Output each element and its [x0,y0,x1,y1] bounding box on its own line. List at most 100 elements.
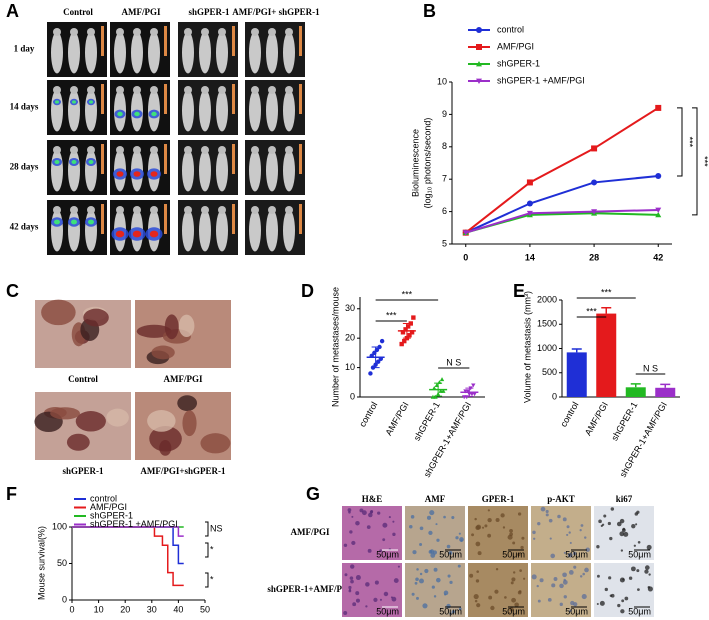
nucleus [487,517,492,523]
mouse-head [285,206,293,214]
nucleus [348,585,352,590]
mouse [266,31,278,74]
nucleus [352,602,357,607]
column-label: shGPER-1 [188,7,230,17]
mouse [216,89,228,132]
y-tick-label: 1000 [537,343,557,353]
nucleus [457,564,461,568]
nucleus [431,585,435,589]
series-line [465,107,659,234]
panel-label: C [6,281,19,301]
marker [472,392,477,397]
nucleus [596,574,600,578]
nucleus [568,570,574,575]
marker [411,315,416,320]
nucleus [520,545,524,550]
legend-label: AMF/PGI [497,41,534,51]
nucleus [429,510,435,516]
sig-bracket [205,521,209,537]
nucleus [511,577,516,582]
mouse [85,149,97,192]
nucleus [519,569,522,572]
x-tick-label: 28 [589,252,599,262]
nucleus [603,514,607,518]
nucleus [566,533,569,537]
marker [402,338,407,344]
mouse [249,209,261,252]
mouse [148,31,160,74]
signal-core [116,171,124,177]
nucleus [449,612,452,615]
sig-bracket [677,107,683,177]
y-tick-label: 9 [442,109,447,119]
mouse-head [70,86,78,94]
nucleus [545,509,549,514]
nucleus [377,511,381,515]
nucleus [596,602,599,606]
x-tick-label: control [558,400,580,428]
nucleus [355,520,360,526]
tissue [75,411,106,432]
color-scale [101,204,104,234]
nucleus [436,538,440,542]
nucleus [476,524,482,530]
tissue [83,308,109,327]
nucleus [579,575,583,578]
nucleus [517,552,521,557]
mouse [266,89,278,132]
mouse-head [201,86,209,94]
scale-label: 50μm [565,549,588,559]
mouse-head [268,206,276,214]
nucleus [609,594,613,597]
nucleus [585,547,590,552]
sig-bracket [692,107,698,216]
nucleus [351,540,356,546]
nucleus [495,518,500,523]
nucleus [532,530,536,535]
nucleus [619,518,625,524]
nucleus [511,597,516,603]
nucleus [448,551,453,555]
nucleus [579,529,582,532]
nucleus [624,596,629,601]
mouse [85,31,97,74]
mouse [182,89,194,132]
nucleus [428,550,433,554]
nucleus [551,583,556,588]
legend-marker [476,78,482,84]
error-bar [571,348,582,353]
legend-label: shGPER-1 [90,510,133,520]
signal-core [117,111,123,117]
nucleus [490,605,495,611]
marker [368,371,373,376]
mouse-head [251,28,259,36]
bar [625,387,646,397]
nucleus [458,607,462,611]
nucleus [523,577,526,580]
photo-label: AMF/PGI+shGPER-1 [140,466,226,476]
panel-label: E [513,281,525,301]
legend-label: shGPER-1 +AMF/PGI [497,75,585,85]
mouse-head [87,86,95,94]
x-tick-label: shGPER-1 [412,400,442,442]
photo-label: AMF/PGI [164,374,203,384]
nucleus [414,581,418,585]
nucleus [469,573,474,578]
x-tick-label: 10 [94,604,104,614]
photo-label: Control [68,374,98,384]
marker [439,377,445,382]
color-scale [232,144,235,174]
nucleus [435,523,438,526]
mouse-head [184,86,192,94]
nucleus [621,599,625,603]
nucleus [474,599,478,603]
nucleus [514,602,519,608]
nucleus [509,532,513,537]
nucleus [474,517,477,521]
marker [409,330,415,335]
mouse [283,89,295,132]
row-label: AMF/PGI [291,527,330,537]
marker [471,383,476,388]
mouse-head [53,86,61,94]
nucleus [416,568,419,571]
